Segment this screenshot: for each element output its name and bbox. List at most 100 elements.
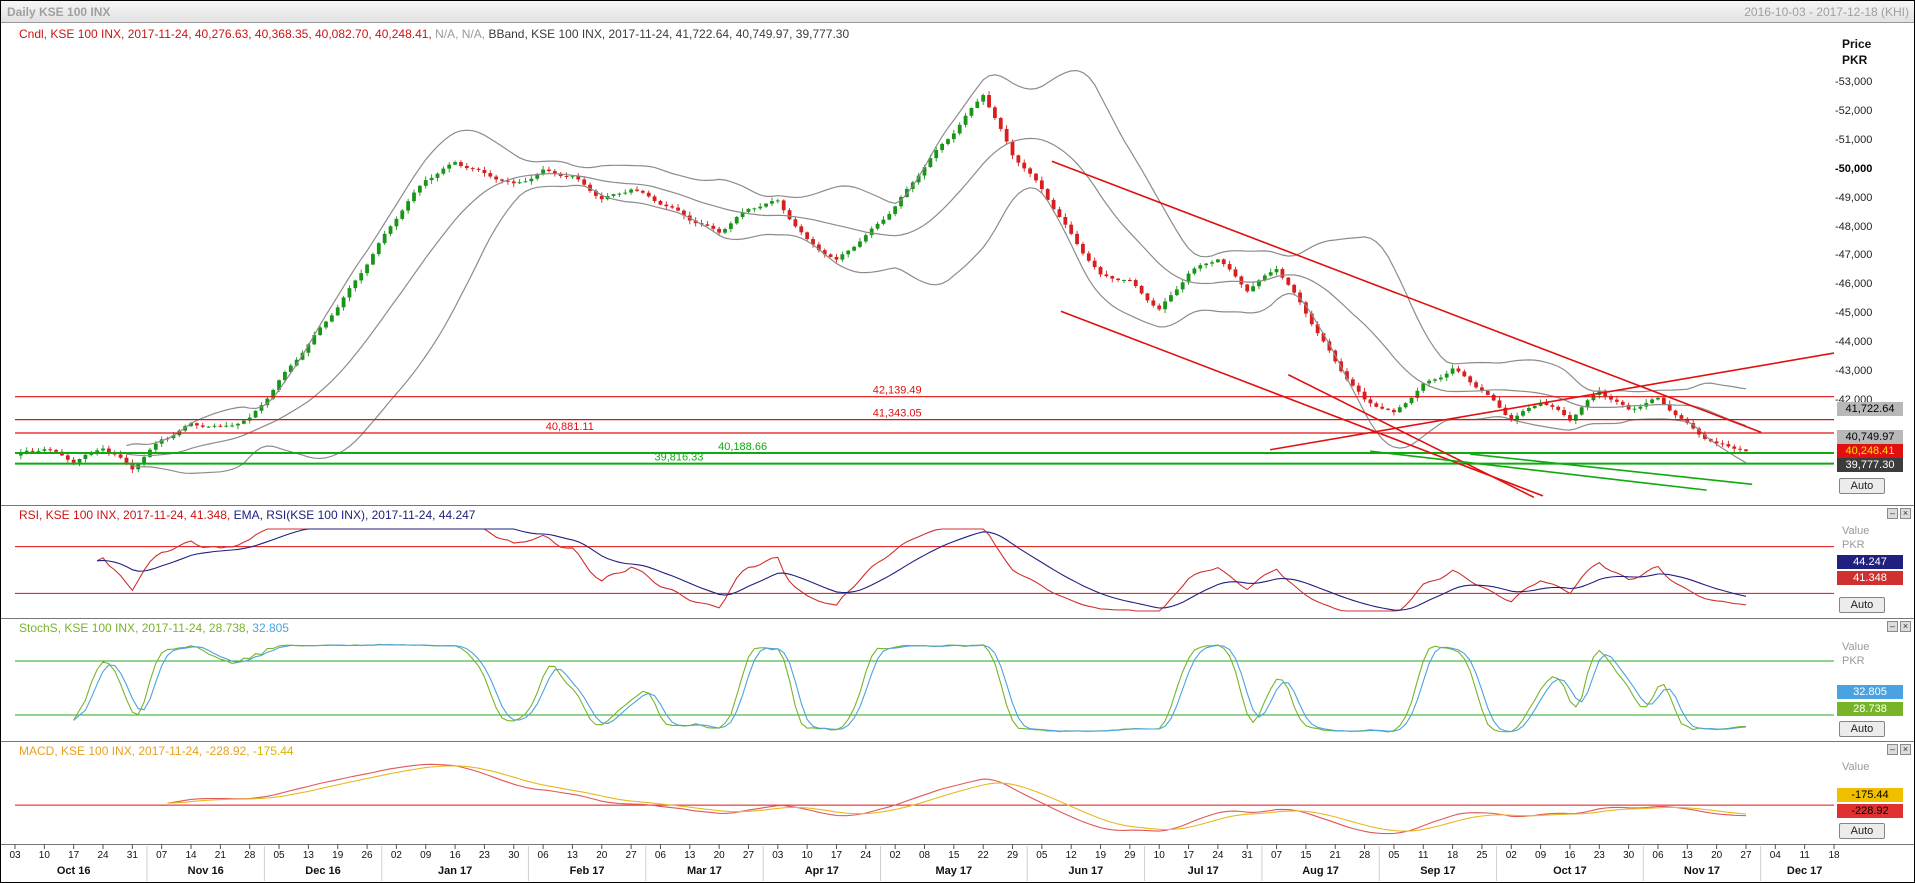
- x-axis-day-tick: 27: [1740, 850, 1752, 861]
- trendlines[interactable]: [1051, 160, 1834, 499]
- macd-legend: MACD, KSE 100 INX, 2017-11-24, -228.92, …: [19, 744, 294, 758]
- chart-title: Daily KSE 100 INX: [7, 5, 111, 19]
- x-axis-month-label: Dec 16: [305, 865, 341, 877]
- minimize-panel-icon[interactable]: –: [1887, 508, 1898, 519]
- x-axis-day-tick: 27: [742, 850, 755, 861]
- last-price-badge: 40,248.41: [1837, 444, 1903, 458]
- x-axis-day-tick: 19: [1094, 850, 1107, 861]
- x-axis-day-tick: 18: [1828, 850, 1840, 861]
- legend-text: MACD, KSE 100 INX, 2017-11-24, -228.92,: [19, 744, 253, 758]
- price-axis-tick: -50,000: [1835, 162, 1873, 175]
- stoch-axis-auto-button[interactable]: Auto: [1839, 721, 1885, 737]
- price-axis-unit: PKR: [1842, 53, 1868, 67]
- rsi-ema-badge: 44.247: [1837, 555, 1903, 569]
- x-axis-month-label: Oct 16: [56, 865, 91, 877]
- main-axis-auto-button[interactable]: Auto: [1839, 478, 1885, 494]
- x-axis-day-tick: 05: [1036, 850, 1048, 861]
- close-panel-icon[interactable]: ×: [1900, 508, 1911, 519]
- macd-panel-controls: – ×: [1887, 744, 1911, 755]
- price-axis-tick: -44,000: [1835, 336, 1873, 348]
- rsi-axis-unit: PKR: [1842, 539, 1865, 551]
- x-axis-day-tick: 23: [1593, 850, 1605, 861]
- macd-value-badge: -228.92: [1837, 804, 1903, 818]
- stoch-k-badge: 28.738: [1837, 702, 1903, 716]
- x-axis-day-tick: 11: [1799, 850, 1810, 861]
- x-axis-day-tick: 07: [156, 850, 168, 861]
- x-axis-day-tick: 26: [361, 850, 373, 861]
- x-axis-month-label: Oct 17: [1553, 865, 1587, 877]
- rsi-axis-title: Value: [1842, 525, 1870, 537]
- price-axis-title: Price: [1842, 37, 1872, 51]
- price-axis-tick: -45,000: [1835, 307, 1873, 320]
- x-axis-month-label: Nov 17: [1683, 865, 1720, 877]
- x-axis-day-tick: 18: [1447, 850, 1459, 861]
- price-axis-tick: -43,000: [1835, 364, 1873, 377]
- rsi-panel-controls: – ×: [1887, 508, 1911, 519]
- rsi-axis-auto-button[interactable]: Auto: [1839, 597, 1885, 613]
- stoch-plot: [15, 643, 1834, 733]
- x-axis-day-tick: 31: [126, 850, 138, 861]
- x-axis-day-tick: 05: [273, 850, 285, 861]
- bollinger-bands: [126, 69, 1747, 475]
- x-axis-day-tick: 28: [244, 850, 256, 861]
- minimize-panel-icon[interactable]: –: [1887, 744, 1898, 755]
- x-axis-month-label: May 17: [935, 865, 973, 877]
- macd-axis-auto-button[interactable]: Auto: [1839, 823, 1885, 839]
- close-panel-icon[interactable]: ×: [1900, 621, 1911, 632]
- bband-mid-badge: 40,749.97: [1837, 430, 1903, 444]
- bband-upper-badge: 41,722.64: [1837, 402, 1903, 416]
- x-axis-day-tick: 20: [713, 850, 725, 861]
- x-axis-day-tick: 13: [684, 850, 696, 861]
- x-axis-day-tick: 25: [1476, 850, 1488, 861]
- x-axis-day-tick: 02: [390, 850, 402, 861]
- x-axis-day-tick: 03: [772, 850, 784, 861]
- x-axis-day-tick: 21: [1329, 850, 1341, 861]
- price-axis-tick: -51,000: [1835, 134, 1873, 147]
- price-axis-tick: -52,000: [1835, 105, 1873, 118]
- legend-text: EMA, RSI(KSE 100 INX), 2017-11-24, 44.24…: [233, 508, 476, 522]
- x-axis-day-tick: 15: [1300, 850, 1312, 861]
- price-axis-tick: -53,000: [1835, 76, 1873, 89]
- close-panel-icon[interactable]: ×: [1900, 744, 1911, 755]
- x-axis-day-tick: 09: [1535, 850, 1547, 861]
- x-axis-month-label: Jul 17: [1187, 865, 1219, 877]
- price-axis-tick: -48,000: [1835, 220, 1873, 233]
- legend-text: -175.44: [252, 744, 294, 758]
- hline-label: 42,139.49: [873, 385, 922, 397]
- x-axis-day-tick: 17: [1182, 850, 1195, 861]
- x-axis-day-tick: 17: [68, 850, 80, 861]
- x-axis-day-tick: 06: [537, 850, 549, 861]
- minimize-panel-icon[interactable]: –: [1887, 621, 1898, 632]
- x-axis-month-label: Feb 17: [569, 865, 605, 877]
- x-axis-day-tick: 08: [918, 850, 931, 861]
- x-axis-day-tick: 13: [302, 850, 314, 861]
- x-axis-day-tick: 05: [1388, 850, 1400, 861]
- hline-label: 40,188.66: [718, 441, 767, 453]
- support-resistance-lines[interactable]: 42,139.49 41,343.05 40,881.11 40,188.66 39,8…: [15, 385, 1834, 465]
- x-axis-month-label: Mar 17: [687, 865, 722, 877]
- x-axis-day-tick: 24: [1212, 850, 1224, 861]
- x-axis-day-tick: 20: [1711, 850, 1723, 861]
- x-axis-day-tick: 07: [1271, 850, 1283, 861]
- x-axis-day-tick: 12: [1065, 850, 1077, 861]
- hline-label: 39,816.33: [654, 452, 703, 464]
- price-axis-tick: -49,000: [1835, 191, 1873, 204]
- x-axis-month-label: Nov 16: [187, 865, 224, 877]
- stoch-legend: StochS, KSE 100 INX, 2017-11-24, 28.738,…: [19, 621, 289, 635]
- x-axis-day-tick: 21: [214, 850, 226, 861]
- x-axis-day-tick: 20: [596, 850, 608, 861]
- macd-axis-title: Value: [1842, 761, 1870, 773]
- x-axis-day-tick: 11: [1418, 850, 1429, 861]
- title-bar: Daily KSE 100 INX 2016-10-03 - 2017-12-1…: [1, 1, 1914, 23]
- x-axis-month-label: Jan 17: [437, 865, 473, 877]
- hline-label: 41,343.05: [873, 408, 922, 420]
- x-axis-day-tick: 28: [1359, 850, 1371, 861]
- x-axis-day-tick: 13: [566, 850, 578, 861]
- x-axis-day-tick: 10: [801, 850, 813, 861]
- stoch-axis-title: Value: [1842, 641, 1870, 653]
- macd-plot: [15, 763, 1834, 835]
- price-axis-tick: -46,000: [1835, 278, 1873, 291]
- x-axis-day-tick: 13: [1681, 850, 1693, 861]
